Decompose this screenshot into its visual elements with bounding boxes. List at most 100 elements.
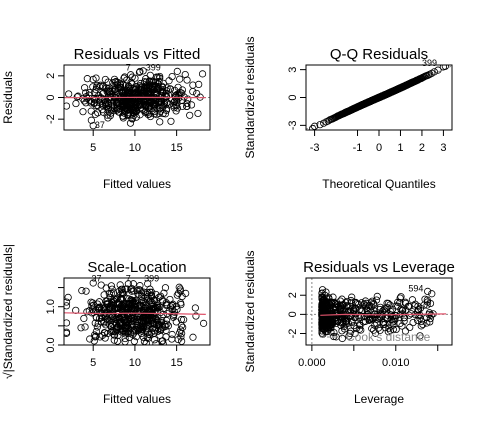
residuals-vs-leverage-point <box>396 319 404 328</box>
residuals-vs-leverage-point <box>389 321 397 329</box>
residuals-vs-fitted-point <box>165 77 173 85</box>
residuals-vs-fitted-ytick-label: -2 <box>45 114 57 124</box>
residuals-vs-fitted-point <box>109 79 117 87</box>
residuals-vs-fitted-point <box>128 80 136 88</box>
residuals-vs-leverage-point <box>351 304 360 313</box>
residuals-vs-fitted-point <box>195 80 203 89</box>
residuals-vs-leverage-legend-text: Cook's distance <box>346 330 431 344</box>
scale-location-point <box>132 333 140 341</box>
scale-location-point <box>124 329 132 338</box>
scale-location-point <box>114 331 122 339</box>
residuals-vs-fitted-point <box>172 107 180 115</box>
residuals-vs-leverage-point <box>346 329 354 337</box>
residuals-vs-fitted-point <box>170 98 178 106</box>
residuals-vs-leverage-point <box>399 306 407 315</box>
qq-residuals-xlabel: Theoretical Quantiles <box>322 177 435 191</box>
residuals-vs-fitted-point <box>128 99 136 107</box>
residuals-vs-fitted-point <box>156 107 164 115</box>
residuals-vs-leverage-point <box>365 316 374 324</box>
residuals-vs-fitted-point <box>87 116 95 124</box>
residuals-vs-leverage-point <box>416 332 424 340</box>
scale-location-point <box>87 298 95 306</box>
scale-location-point <box>148 328 156 336</box>
scale-location-point <box>114 310 122 318</box>
residuals-vs-fitted-point <box>193 89 201 98</box>
residuals-vs-fitted-point <box>112 98 120 106</box>
residuals-vs-fitted-point <box>198 70 207 78</box>
residuals-vs-fitted-point <box>89 75 97 84</box>
scale-location-point <box>168 335 176 343</box>
scale-location-point <box>101 329 109 337</box>
residuals-vs-fitted-point <box>163 98 171 107</box>
scale-location-point <box>150 304 158 312</box>
residuals-vs-fitted-point <box>127 98 135 106</box>
scale-location-point <box>145 330 154 338</box>
residuals-vs-leverage-point <box>339 302 347 310</box>
scale-location-point <box>107 303 115 311</box>
scale-location-point <box>82 287 90 295</box>
residuals-vs-leverage-point <box>348 293 356 301</box>
residuals-vs-leverage-point <box>320 310 328 318</box>
scale-location-point <box>155 318 163 326</box>
qq-residuals-ytick-label: 3 <box>287 67 299 73</box>
residuals-vs-leverage-point <box>369 315 377 323</box>
qq-residuals-plot-area <box>306 65 452 130</box>
scale-location-point <box>136 282 144 290</box>
scale-location-point <box>90 331 99 339</box>
scale-location-point <box>92 332 100 340</box>
scale-location-point <box>162 316 171 325</box>
residuals-vs-leverage-point <box>322 316 330 324</box>
residuals-vs-fitted-title: Residuals vs Fitted <box>74 46 201 63</box>
residuals-vs-leverage-point <box>389 325 397 334</box>
residuals-vs-leverage-title: Residuals vs Leverage <box>303 259 455 276</box>
scale-location-point <box>173 291 181 299</box>
scale-location-point <box>122 327 130 335</box>
scale-location-point <box>128 284 136 293</box>
residuals-vs-leverage-point <box>414 305 423 314</box>
scale-location-point <box>64 329 71 337</box>
residuals-vs-fitted-point <box>126 119 135 127</box>
residuals-vs-fitted-point <box>187 101 196 109</box>
scale-location-point <box>182 289 190 297</box>
residuals-vs-fitted-point <box>134 87 142 95</box>
residuals-vs-leverage-point <box>318 294 326 302</box>
residuals-vs-fitted-point <box>87 98 96 106</box>
scale-location-point <box>159 310 167 319</box>
residuals-vs-fitted-point <box>173 67 181 75</box>
residuals-vs-fitted-point <box>148 78 156 86</box>
scale-location-point <box>137 297 146 305</box>
residuals-vs-fitted-point <box>155 109 163 118</box>
scale-location-point <box>123 285 131 293</box>
scale-location-point <box>64 319 71 327</box>
scale-location-point <box>160 289 168 297</box>
residuals-vs-fitted-point <box>81 84 89 92</box>
residuals-vs-fitted-point <box>183 76 191 84</box>
residuals-vs-leverage-point <box>323 304 332 313</box>
residuals-vs-leverage-point <box>401 327 410 335</box>
scale-location-point <box>141 309 149 317</box>
scale-location-point <box>146 317 154 325</box>
scale-location-xtick-label: 10 <box>129 357 141 369</box>
scale-location-title: Scale-Location <box>87 259 186 276</box>
scale-location-point <box>124 305 133 313</box>
scale-location-ytick-label: 1.0 <box>45 299 57 314</box>
residuals-vs-leverage-point <box>398 322 406 330</box>
scale-location-point <box>146 285 154 293</box>
scale-location-point <box>130 314 138 323</box>
qq-residuals-point <box>309 124 317 130</box>
residuals-vs-fitted-point <box>82 93 90 101</box>
scale-location-point <box>176 329 184 337</box>
residuals-vs-leverage-point <box>347 298 356 306</box>
residuals-vs-fitted-point <box>150 86 158 94</box>
scale-location-point <box>115 287 123 295</box>
residuals-vs-leverage-point <box>329 293 337 301</box>
scale-location-point <box>64 302 71 310</box>
residuals-vs-fitted-point <box>98 82 107 91</box>
residuals-vs-leverage-point <box>427 311 435 319</box>
residuals-vs-leverage-point <box>363 306 371 314</box>
scale-location-point <box>112 315 120 323</box>
residuals-vs-leverage-point <box>318 321 327 330</box>
residuals-vs-fitted-point <box>92 83 101 91</box>
scale-location-point <box>115 300 123 309</box>
residuals-vs-leverage-point <box>404 302 412 310</box>
